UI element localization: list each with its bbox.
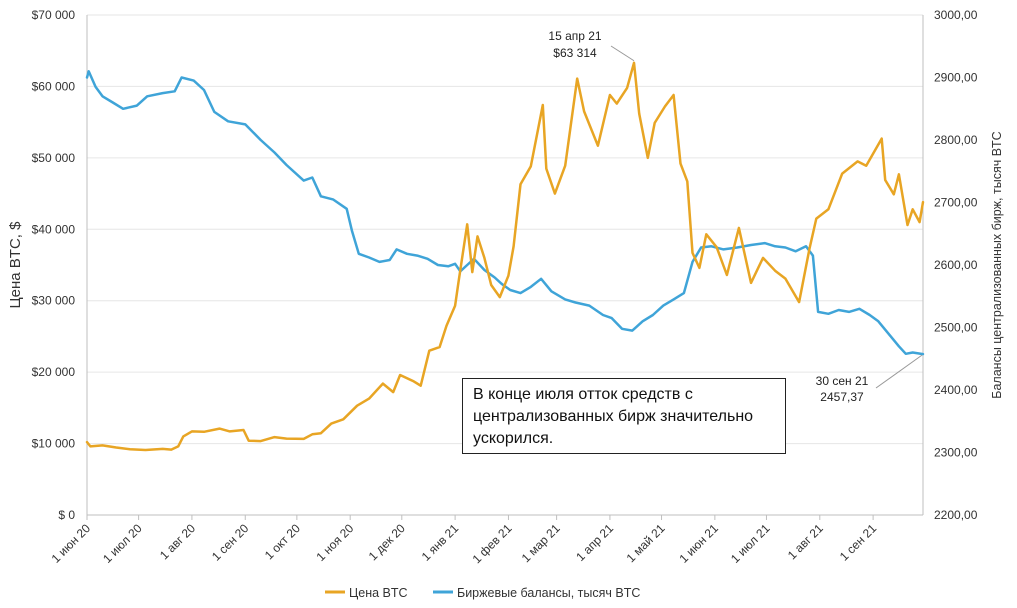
x-tick-label: 1 май 21 bbox=[624, 521, 668, 565]
y-tick-label: $60 000 bbox=[32, 79, 76, 93]
x-tick-label: 1 июл 21 bbox=[728, 521, 773, 566]
y-tick-label: $50 000 bbox=[32, 151, 76, 165]
peak-annotation-leader bbox=[610, 45, 635, 62]
grid-layer bbox=[87, 14, 923, 445]
x-tick-label: 1 ноя 20 bbox=[314, 521, 357, 564]
y-tick-label: $ 0 bbox=[58, 508, 75, 522]
peak-annotation-value: $63 314 bbox=[553, 46, 597, 60]
end-annotation-value: 2457,37 bbox=[820, 390, 864, 404]
x-tick-label: 1 окт 20 bbox=[262, 521, 303, 562]
note-line-2: централизованных бирж значительно bbox=[473, 408, 754, 425]
y-tick-label: $20 000 bbox=[32, 365, 76, 379]
y-tick-label: $40 000 bbox=[32, 222, 76, 236]
y2-tick-label: 2500,00 bbox=[934, 321, 978, 335]
annotation-layer: 15 апр 21 $63 314 30 сен 21 2457,37 bbox=[548, 29, 923, 404]
x-tick-label: 1 дек 20 bbox=[366, 521, 408, 563]
y2-tick-label: 2200,00 bbox=[934, 508, 978, 522]
y2-tick-label: 2800,00 bbox=[934, 133, 978, 147]
x-tick-label: 1 апр 21 bbox=[573, 521, 616, 564]
series-layer bbox=[85, 61, 925, 452]
y-tick-label: $30 000 bbox=[32, 294, 76, 308]
annotation-note-box: В конце июля отток средств с централизов… bbox=[462, 378, 786, 454]
x-tick-label: 1 сен 20 bbox=[209, 521, 252, 564]
x-tick-label: 1 фев 21 bbox=[470, 521, 515, 566]
peak-annotation-date: 15 апр 21 bbox=[548, 29, 602, 43]
legend-price-label: Цена BTC bbox=[349, 586, 408, 600]
x-tick-label: 1 июн 20 bbox=[49, 521, 94, 566]
y2-tick-label: 3000,00 bbox=[934, 8, 978, 22]
y2-tick-label: 2300,00 bbox=[934, 446, 978, 460]
y2-tick-label: 2600,00 bbox=[934, 258, 978, 272]
x-tick-label: 1 мар 21 bbox=[519, 521, 563, 565]
note-line-3: ускорился. bbox=[473, 430, 554, 447]
legend-balance-label: Биржевые балансы, тысяч BTC bbox=[457, 586, 640, 600]
end-annotation-date: 30 сен 21 bbox=[816, 374, 869, 388]
x-tick-label: 1 июн 21 bbox=[676, 521, 721, 566]
y-axis-title: Цена BTC, $ bbox=[7, 221, 24, 309]
y2-tick-label: 2900,00 bbox=[934, 71, 978, 85]
y2-tick-label: 2700,00 bbox=[934, 196, 978, 210]
legend: Цена BTC Биржевые балансы, тысяч BTC bbox=[325, 586, 640, 600]
y-tick-label: $70 000 bbox=[32, 8, 76, 22]
end-annotation-leader bbox=[875, 354, 923, 389]
x-tick-label: 1 сен 21 bbox=[837, 521, 880, 564]
x-tick-label: 1 авг 21 bbox=[785, 521, 826, 562]
x-tick-label: 1 янв 21 bbox=[419, 521, 462, 564]
x-tick-label: 1 июл 20 bbox=[100, 521, 145, 566]
note-line-1: В конце июля отток средств с bbox=[473, 386, 693, 403]
x-tick-label: 1 авг 20 bbox=[157, 521, 198, 562]
y-tick-label: $10 000 bbox=[32, 437, 76, 451]
y2-axis-title: Балансы централизованных бирж, тысяч BTC bbox=[990, 131, 1004, 398]
y2-tick-label: 2400,00 bbox=[934, 383, 978, 397]
series-balance-line bbox=[85, 70, 925, 356]
